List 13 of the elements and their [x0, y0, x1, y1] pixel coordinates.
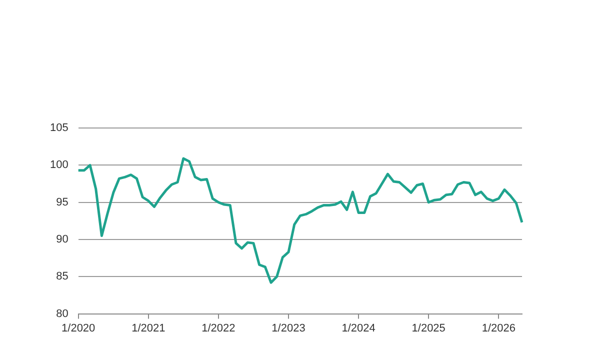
x-tick-label: 1/2022 — [202, 322, 236, 334]
x-tick-label: 1/2023 — [272, 322, 306, 334]
x-tick-label: 1/2024 — [342, 322, 376, 334]
y-tick-label: 85 — [56, 270, 68, 283]
y-tick-label: 100 — [50, 159, 68, 172]
y-tick-label: 105 — [50, 122, 68, 134]
y-tick-label: 95 — [56, 196, 68, 208]
x-tick-label: 1/2025 — [412, 322, 446, 334]
x-tick-label: 1/2026 — [482, 322, 516, 334]
y-tick-label: 80 — [56, 308, 68, 320]
y-tick-label: 90 — [56, 234, 68, 246]
x-tick-label: 1/2021 — [132, 322, 166, 334]
x-tick-label: 1/2020 — [62, 322, 96, 334]
